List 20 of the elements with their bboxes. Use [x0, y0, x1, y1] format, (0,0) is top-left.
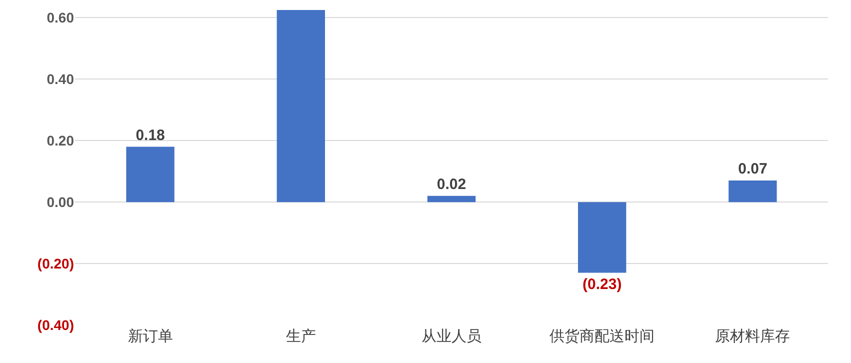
bar — [126, 146, 174, 202]
y-tick-label: (0.40) — [37, 316, 74, 333]
x-tick-label: 从业人员 — [422, 328, 482, 345]
data-label: 0.18 — [136, 126, 165, 144]
data-label: 0.02 — [436, 176, 466, 193]
x-tick-label: 原材料库存 — [715, 328, 790, 345]
y-tick-label: 0.40 — [46, 71, 74, 88]
bar — [427, 196, 476, 202]
y-tick-label: 0.60 — [46, 10, 74, 26]
y-tick-label: 0.20 — [46, 132, 74, 149]
bar — [276, 10, 325, 202]
x-tick-label: 生产 — [286, 328, 316, 345]
bar — [578, 202, 626, 273]
bar — [728, 180, 777, 202]
x-tick-label: 新订单 — [128, 328, 173, 345]
y-tick-label: (0.20) — [37, 255, 74, 272]
y-tick-label: 0.00 — [46, 194, 74, 210]
x-tick-label: 供货商配送时间 — [550, 328, 655, 345]
data-label: (0.23) — [582, 276, 622, 293]
data-label: 0.07 — [738, 160, 768, 178]
